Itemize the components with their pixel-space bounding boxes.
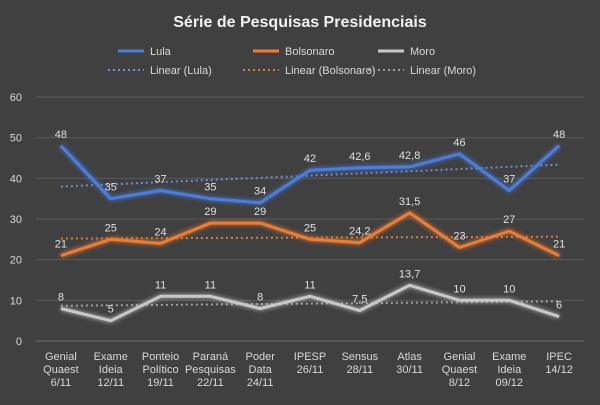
x-tick-label: IPEC 14/12 (545, 351, 573, 376)
legend-label-moro: Moro (410, 46, 435, 58)
legend-label-bolsonaro: Bolsonaro (285, 46, 335, 58)
data-label-bolsonaro: 29 (204, 206, 216, 218)
series-line-lula (59, 144, 561, 205)
y-tick-label: 20 (10, 255, 22, 267)
x-tick-label: Exame Ideia 12/11 (94, 351, 128, 389)
data-label-moro: 11 (205, 279, 216, 291)
data-label-lula: 35 (105, 182, 117, 194)
chart-title: Série de Pesquisas Presidenciais (173, 14, 427, 31)
x-tick-label: IPESP 26/11 (294, 351, 326, 376)
data-label-moro: 10 (503, 283, 515, 295)
x-tick-label: Atlas 30/11 (396, 351, 423, 376)
series-lines (59, 144, 561, 323)
data-label-moro: 11 (155, 279, 166, 291)
data-label-moro: 10 (453, 283, 465, 295)
data-labels: 48 35 37 35 34 42 42,6 42,8 46 37 48 21 25 24 29 29 25 24… (55, 129, 565, 316)
data-label-moro: 5 (108, 304, 114, 316)
trendline-lula (60, 163, 560, 188)
data-label-bolsonaro: 27 (503, 214, 515, 226)
data-label-bolsonaro: 24 (154, 226, 166, 238)
y-tick-label: 40 (10, 173, 22, 185)
series-line-moro (60, 283, 560, 323)
data-label-lula: 35 (204, 182, 216, 194)
data-label-bolsonaro: 25 (304, 222, 316, 234)
y-axis: 0 10 20 30 40 50 60 (10, 92, 22, 348)
data-label-lula: 42,6 (349, 151, 370, 163)
legend-label-lula: Lula (150, 46, 172, 58)
y-tick-label: 60 (10, 92, 22, 104)
data-label-bolsonaro: 21 (553, 239, 565, 251)
x-tick-label: Exame Ideia 09/12 (492, 351, 526, 389)
data-label-moro: 8 (58, 291, 64, 303)
legend-label-trend-moro: Linear (Moro) (410, 65, 476, 77)
data-label-bolsonaro: 25 (105, 222, 117, 234)
legend-label-trend-lula: Linear (Lula) (150, 65, 212, 77)
y-tick-label: 30 (10, 214, 22, 226)
data-label-lula: 37 (154, 174, 166, 186)
trendline-bolsonaro (60, 235, 560, 240)
data-label-lula: 42 (304, 153, 316, 165)
data-label-lula: 46 (453, 137, 465, 149)
y-tick-label: 0 (16, 336, 22, 348)
data-label-moro: 11 (304, 279, 315, 291)
trendlines (60, 163, 560, 307)
series-line-bolsonaro (60, 211, 560, 258)
data-label-bolsonaro: 23 (453, 230, 465, 242)
x-tick-label: Poder Data 24/11 (246, 351, 276, 389)
data-label-lula: 37 (503, 174, 515, 186)
data-label-lula: 34 (254, 186, 266, 198)
data-label-bolsonaro: 29 (254, 206, 266, 218)
data-label-moro: 13,7 (399, 268, 420, 280)
x-tick-label: Ponteio Político 19/11 (142, 351, 179, 389)
gridlines (36, 96, 584, 342)
data-label-bolsonaro: 24,2 (349, 226, 370, 238)
data-label-bolsonaro: 21 (55, 239, 67, 251)
legend: Lula Bolsonaro Moro Linear (Lula) Linear (Bo… (108, 46, 476, 77)
x-tick-label: Paraná Pesquisas 22/11 (185, 351, 236, 389)
trendline-moro (60, 300, 560, 307)
data-label-lula: 42,8 (399, 150, 420, 162)
y-tick-label: 50 (10, 133, 22, 145)
y-tick-label: 10 (10, 295, 22, 307)
x-tick-label: Genial Quaest 8/12 (442, 351, 477, 389)
x-axis: Genial Quaest 6/11 Exame Ideia 12/11 Ponteio Po… (43, 351, 573, 389)
x-tick-label: Genial Quaest 6/11 (43, 351, 78, 389)
x-tick-label: Sensus 28/11 (341, 351, 378, 376)
data-label-bolsonaro: 31,5 (399, 196, 420, 208)
legend-label-trend-bolsonaro: Linear (Bolsonaro) (285, 65, 376, 77)
data-label-moro: 6 (556, 300, 562, 312)
data-label-lula: 48 (553, 129, 565, 141)
data-label-moro: 7,5 (352, 294, 367, 306)
data-label-lula: 48 (55, 129, 67, 141)
data-label-moro: 8 (257, 291, 263, 303)
